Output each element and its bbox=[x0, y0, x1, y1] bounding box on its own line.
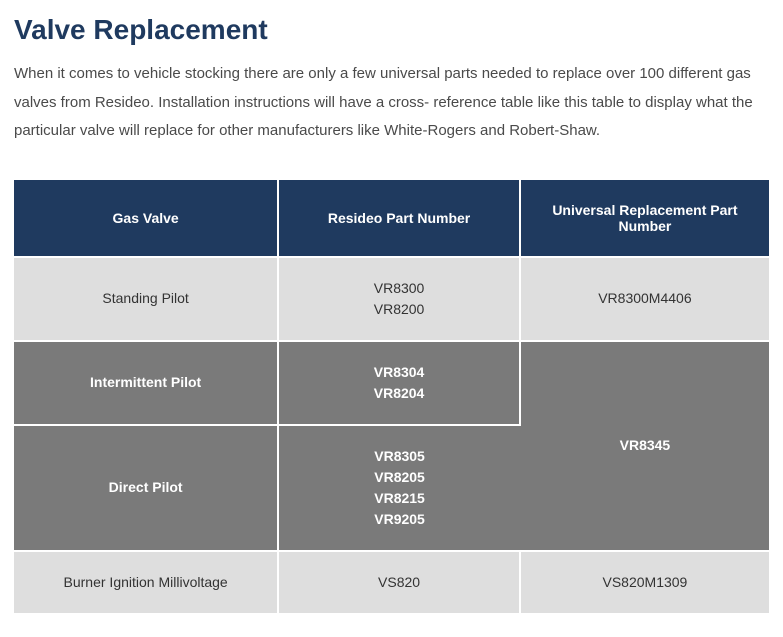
part-number: VR8205 bbox=[289, 467, 510, 488]
cell-resideo-parts: VR8300 VR8200 bbox=[278, 257, 520, 341]
cell-gas-valve: Burner Ignition Millivoltage bbox=[14, 551, 278, 613]
part-number: VR8304 bbox=[289, 362, 509, 383]
cell-gas-valve: Intermittent Pilot bbox=[14, 341, 278, 425]
cell-universal-part: VR8300M4406 bbox=[520, 257, 769, 341]
table-row: Intermittent Pilot VR8304 VR8204 VR8345 bbox=[14, 341, 769, 425]
part-number: VS820 bbox=[289, 572, 509, 593]
cell-gas-valve: Direct Pilot bbox=[14, 425, 278, 551]
cell-resideo-parts: VS820 bbox=[278, 551, 520, 613]
col-header-universal-part: Universal Replacement Part Number bbox=[520, 180, 769, 257]
intro-paragraph: When it comes to vehicle stocking there … bbox=[14, 60, 769, 146]
col-header-resideo-part: Resideo Part Number bbox=[278, 180, 520, 257]
cell-universal-part: VS820M1309 bbox=[520, 551, 769, 613]
col-header-gas-valve: Gas Valve bbox=[14, 180, 278, 257]
cell-resideo-parts: VR8304 VR8204 bbox=[278, 341, 520, 425]
part-number: VR9205 bbox=[289, 509, 510, 530]
part-number: VR8305 bbox=[289, 446, 510, 467]
cell-resideo-parts: VR8305 VR8205 VR8215 VR9205 bbox=[278, 425, 520, 551]
part-number: VR8300 bbox=[289, 278, 509, 299]
table-header-row: Gas Valve Resideo Part Number Universal … bbox=[14, 180, 769, 257]
cell-gas-valve: Standing Pilot bbox=[14, 257, 278, 341]
table-row: Burner Ignition Millivoltage VS820 VS820… bbox=[14, 551, 769, 613]
cell-universal-part: VR8345 bbox=[520, 341, 769, 551]
part-number: VR8204 bbox=[289, 383, 509, 404]
valve-replacement-table: Gas Valve Resideo Part Number Universal … bbox=[14, 180, 769, 613]
table-row: Standing Pilot VR8300 VR8200 VR8300M4406 bbox=[14, 257, 769, 341]
part-number: VR8215 bbox=[289, 488, 510, 509]
page-title: Valve Replacement bbox=[14, 14, 769, 46]
part-number: VR8200 bbox=[289, 299, 509, 320]
